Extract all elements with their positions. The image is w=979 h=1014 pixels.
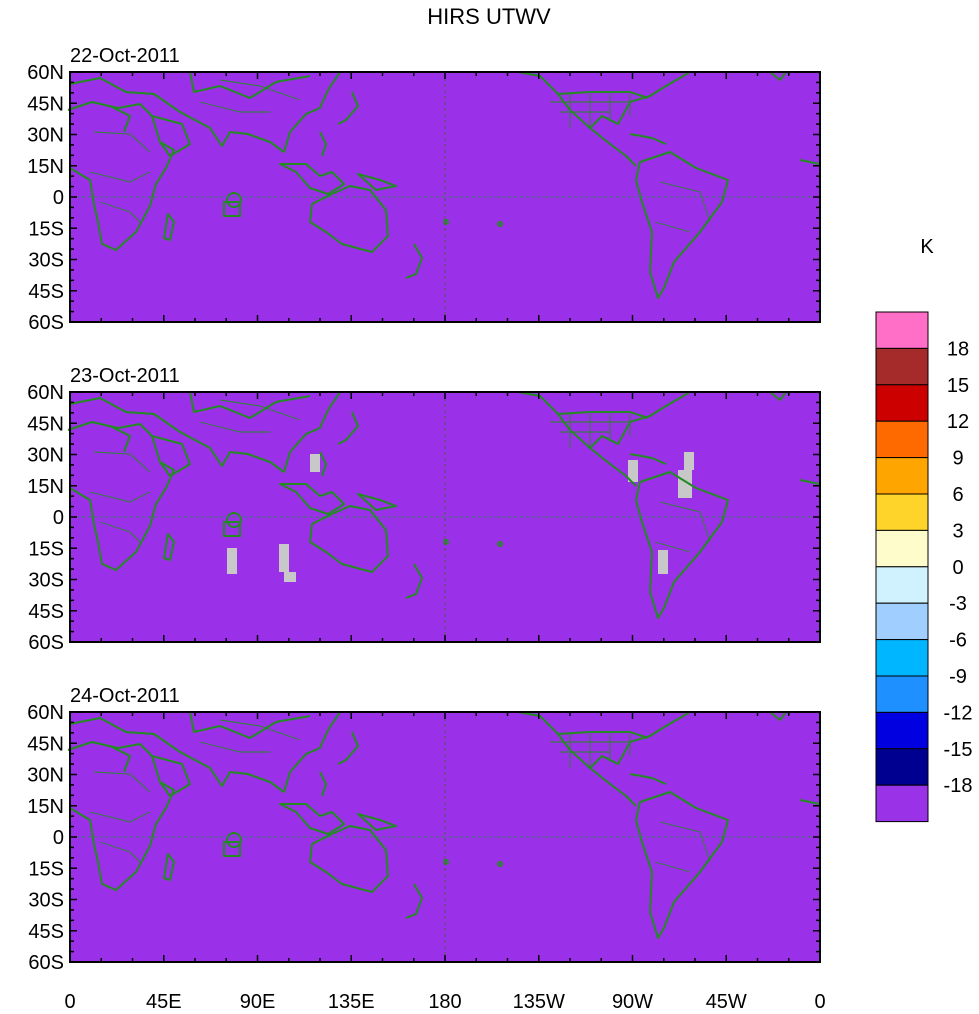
colorbar-label: 6 <box>952 484 963 506</box>
y-tick-label: 15S <box>28 858 64 880</box>
colorbar-swatch <box>875 748 929 786</box>
colorbar-swatch <box>875 529 929 568</box>
x-tick-label: 90E <box>240 991 276 1013</box>
x-tick-label: 180 <box>428 991 461 1013</box>
island-outline <box>223 521 241 537</box>
colorbar-label: -6 <box>949 630 967 652</box>
y-tick-label: 45N <box>27 413 64 435</box>
y-tick-label: 15S <box>28 538 64 560</box>
y-tick-label: 45S <box>28 601 64 623</box>
y-tick-label: 30N <box>27 765 64 787</box>
colorbar-swatch <box>875 675 929 713</box>
colorbar-swatch <box>875 457 929 495</box>
y-tick-label: 60N <box>27 702 64 724</box>
colorbar-label: -18 <box>944 775 973 797</box>
x-tick-label: 45E <box>146 991 182 1013</box>
colorbar-swatch <box>875 347 929 386</box>
colorbar-swatch <box>875 420 929 459</box>
colorbar-label: 0 <box>952 557 963 579</box>
y-tick-label: 15N <box>27 796 64 818</box>
missing-data-2 <box>227 452 694 582</box>
y-tick-label: 30S <box>28 250 64 272</box>
y-tick-label: 30N <box>27 445 64 467</box>
x-tick-label: 0 <box>814 991 825 1013</box>
island-outline <box>223 841 241 857</box>
y-tick-label: 15S <box>28 218 64 240</box>
y-tick-label: 30S <box>28 570 64 592</box>
y-tick-label: 45N <box>27 733 64 755</box>
island-outline <box>223 201 241 217</box>
colorbar-swatch <box>875 493 929 531</box>
colorbar-unit: K <box>920 236 934 258</box>
y-tick-label: 45N <box>27 93 64 115</box>
y-tick-label: 15N <box>27 476 64 498</box>
x-tick-label: 135E <box>328 991 375 1013</box>
colorbar-swatch <box>875 384 929 422</box>
x-tick-label: 135W <box>513 991 565 1013</box>
colorbar-label: 3 <box>952 520 963 542</box>
colorbar-swatch <box>875 566 929 604</box>
x-tick-label: 45W <box>706 991 747 1013</box>
y-tick-label: 15N <box>27 156 64 178</box>
colorbar-label: 9 <box>952 448 963 470</box>
y-tick-label: 60S <box>28 312 64 334</box>
colorbar-swatch <box>875 602 929 641</box>
y-tick-label: 60S <box>28 632 64 654</box>
y-tick-label: 60N <box>27 382 64 404</box>
colorbar-label: -15 <box>944 739 973 761</box>
x-tick-label: 0 <box>64 991 75 1013</box>
panel-date-1: 22-Oct-2011 <box>70 45 180 67</box>
chart-title: HIRS UTWV <box>427 4 551 29</box>
panel-date-2: 23-Oct-2011 <box>70 365 180 387</box>
colorbar-swatch <box>875 711 929 750</box>
colorbar-label: -3 <box>949 593 967 615</box>
y-tick-label: 30S <box>28 890 64 912</box>
colorbar-label: 15 <box>947 375 969 397</box>
panel-date-3: 24-Oct-2011 <box>70 685 180 707</box>
colorbar-swatch <box>875 784 929 823</box>
y-tick-label: 0 <box>53 507 64 529</box>
x-tick-label: 90W <box>612 991 653 1013</box>
colorbar-label: 18 <box>947 338 969 360</box>
y-tick-label: 0 <box>53 187 64 209</box>
y-tick-label: 60N <box>27 62 64 84</box>
colorbar-swatch <box>875 639 929 677</box>
colorbar-label: -12 <box>944 702 973 724</box>
colorbar-label: -9 <box>949 666 967 688</box>
y-tick-label: 30N <box>27 125 64 147</box>
colorbar-label: 12 <box>947 411 969 433</box>
y-tick-label: 45S <box>28 281 64 303</box>
y-tick-label: 45S <box>28 921 64 943</box>
y-tick-label: 0 <box>53 827 64 849</box>
y-tick-label: 60S <box>28 952 64 974</box>
colorbar: K 18 15 12 9 6 3 0 -3 -6 -9 -12 -15 -18 <box>875 236 973 823</box>
colorbar-swatch <box>875 311 929 349</box>
